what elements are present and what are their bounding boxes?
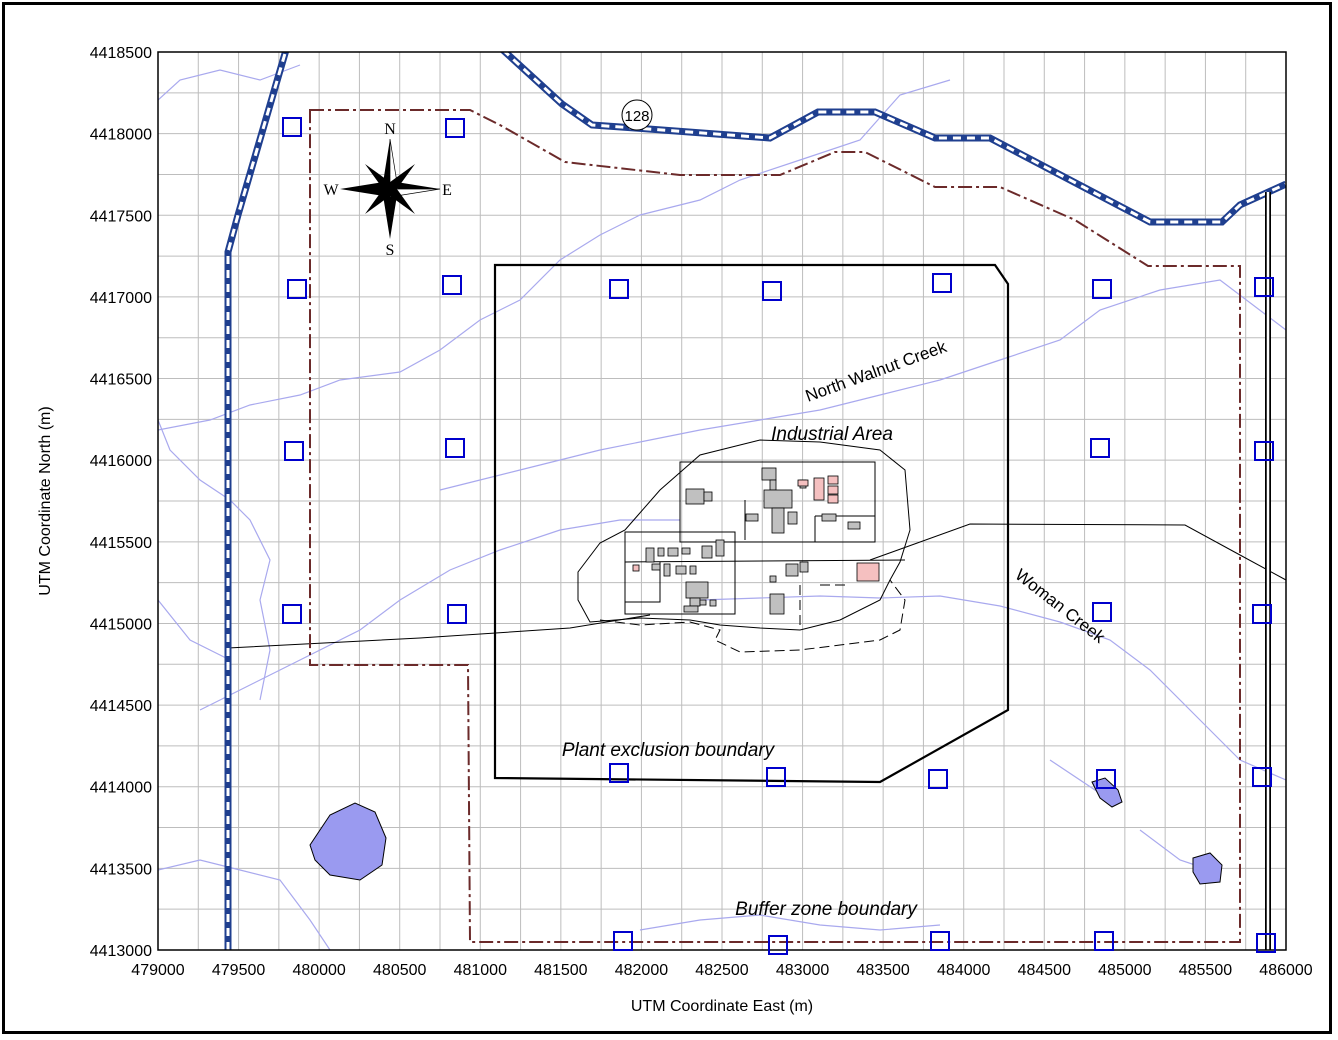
receptor-marker [762,281,782,301]
compass-w: W [323,182,339,199]
x-tick-label: 484500 [1018,962,1071,979]
route-marker: 128 [621,99,653,131]
receptor-marker [766,767,786,787]
compass-s: S [386,242,395,259]
receptor-marker [1090,438,1110,458]
y-tick-label: 4414000 [90,780,152,797]
x-axis-title: UTM Coordinate East (m) [631,998,813,1015]
ponds [309,777,1223,885]
receptor-marker [613,931,633,951]
x-tick-labels: 479000 479500 480000 480500 481000 481500 4820… [131,962,1312,979]
x-tick-label: 479500 [212,962,265,979]
x-tick-label: 482000 [615,962,668,979]
plot-area [157,51,1287,951]
label-buffer-zone: Buffer zone boundary [735,899,918,920]
compass-e: E [442,182,452,199]
buffer-zone-boundary [309,109,1241,943]
receptor-marker [930,931,950,951]
x-tick-label: 482500 [695,962,748,979]
y-tick-label: 4418500 [90,45,152,62]
route-number: 128 [624,108,649,125]
y-tick-label: 4417000 [90,290,152,307]
x-tick-label: 483500 [856,962,909,979]
x-tick-label: 479000 [131,962,184,979]
receptor-marker [445,438,465,458]
receptor-marker [442,275,462,295]
receptor-marker [768,935,788,955]
roads [224,52,1286,950]
pond-west [309,802,387,881]
plant-exclusion-boundary [493,263,1010,784]
receptor-marker [609,763,629,783]
industrial-dashed [599,579,906,653]
y-tick-label: 4413000 [90,943,152,960]
x-tick-label: 485500 [1179,962,1232,979]
pond-east-2 [1192,852,1223,885]
receptor-marker [445,118,465,138]
site-lines [227,523,1286,649]
receptor-marker [287,279,307,299]
receptor-marker [1252,767,1272,787]
receptor-marker [928,769,948,789]
x-tick-label: 480500 [373,962,426,979]
receptor-marker [1254,441,1274,461]
y-tick-label: 4416000 [90,453,152,470]
x-tick-label: 483000 [776,962,829,979]
x-tick-label: 486000 [1259,962,1312,979]
industrial-area [577,439,911,631]
label-plant-exclusion: Plant exclusion boundary [562,740,776,761]
receptor-marker [1254,277,1274,297]
receptors [282,117,1276,955]
y-tick-label: 4417500 [90,208,152,225]
receptor-marker [1092,602,1112,622]
receptor-marker [282,117,302,137]
y-axis-title: UTM Coordinate North (m) [37,406,54,595]
y-tick-label: 4416500 [90,372,152,389]
pond-east-1 [1091,777,1123,808]
receptor-marker [284,441,304,461]
y-tick-label: 4418000 [90,127,152,144]
y-tick-label: 4413500 [90,861,152,878]
creeks [158,64,1286,950]
receptor-marker [282,604,302,624]
receptor-marker [1092,279,1112,299]
receptor-marker [1252,604,1272,624]
label-woman-creek: Woman Creek [1012,565,1109,647]
label-industrial-area: Industrial Area [771,424,893,445]
y-tick-labels: 4418500 4418000 4417500 4417000 4416500 44160… [90,45,152,960]
buildings [632,467,880,615]
x-tick-label: 485000 [1098,962,1151,979]
receptor-marker [1256,933,1276,953]
x-tick-label: 480000 [292,962,345,979]
compass-rose: N S E W [323,121,451,259]
receptor-marker [932,273,952,293]
receptor-marker [447,604,467,624]
y-tick-label: 4415000 [90,616,152,633]
compass-n: N [384,121,396,138]
receptor-marker [1094,931,1114,951]
receptor-marker [1096,769,1116,789]
x-tick-label: 481500 [534,962,587,979]
receptor-marker [609,279,629,299]
y-tick-label: 4414500 [90,698,152,715]
x-tick-label: 481000 [454,962,507,979]
y-tick-label: 4415500 [90,535,152,552]
x-tick-label: 484000 [937,962,990,979]
